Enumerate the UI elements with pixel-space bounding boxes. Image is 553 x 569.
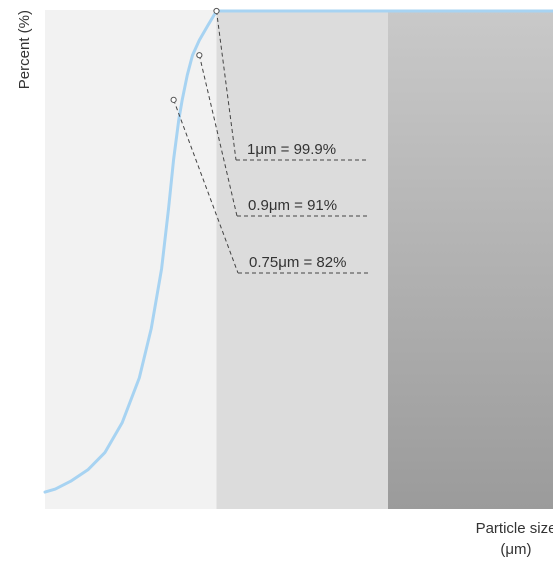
band-3 bbox=[388, 10, 553, 509]
annotation-point-1 bbox=[213, 7, 220, 15]
annotation-leader-3 bbox=[173, 99, 239, 274]
x-axis-label: Particle size (μm) bbox=[446, 518, 553, 560]
annotation-point-3 bbox=[170, 96, 177, 103]
annotation-label-3: 0.75μm = 82% bbox=[249, 254, 346, 271]
annotation-point-2 bbox=[196, 52, 203, 59]
y-axis-label: Percent (%) bbox=[16, 10, 33, 90]
band-2 bbox=[216, 10, 388, 509]
band-1 bbox=[45, 10, 217, 509]
annotation-label-1: 1μm = 99.9% bbox=[247, 141, 336, 158]
x-axis-label-line1: Particle size bbox=[475, 520, 553, 537]
x-axis-label-line2: (μm) bbox=[500, 541, 532, 558]
annotation-label-2: 0.9μm = 91% bbox=[248, 197, 337, 214]
series-line-1 bbox=[43, 9, 553, 494]
